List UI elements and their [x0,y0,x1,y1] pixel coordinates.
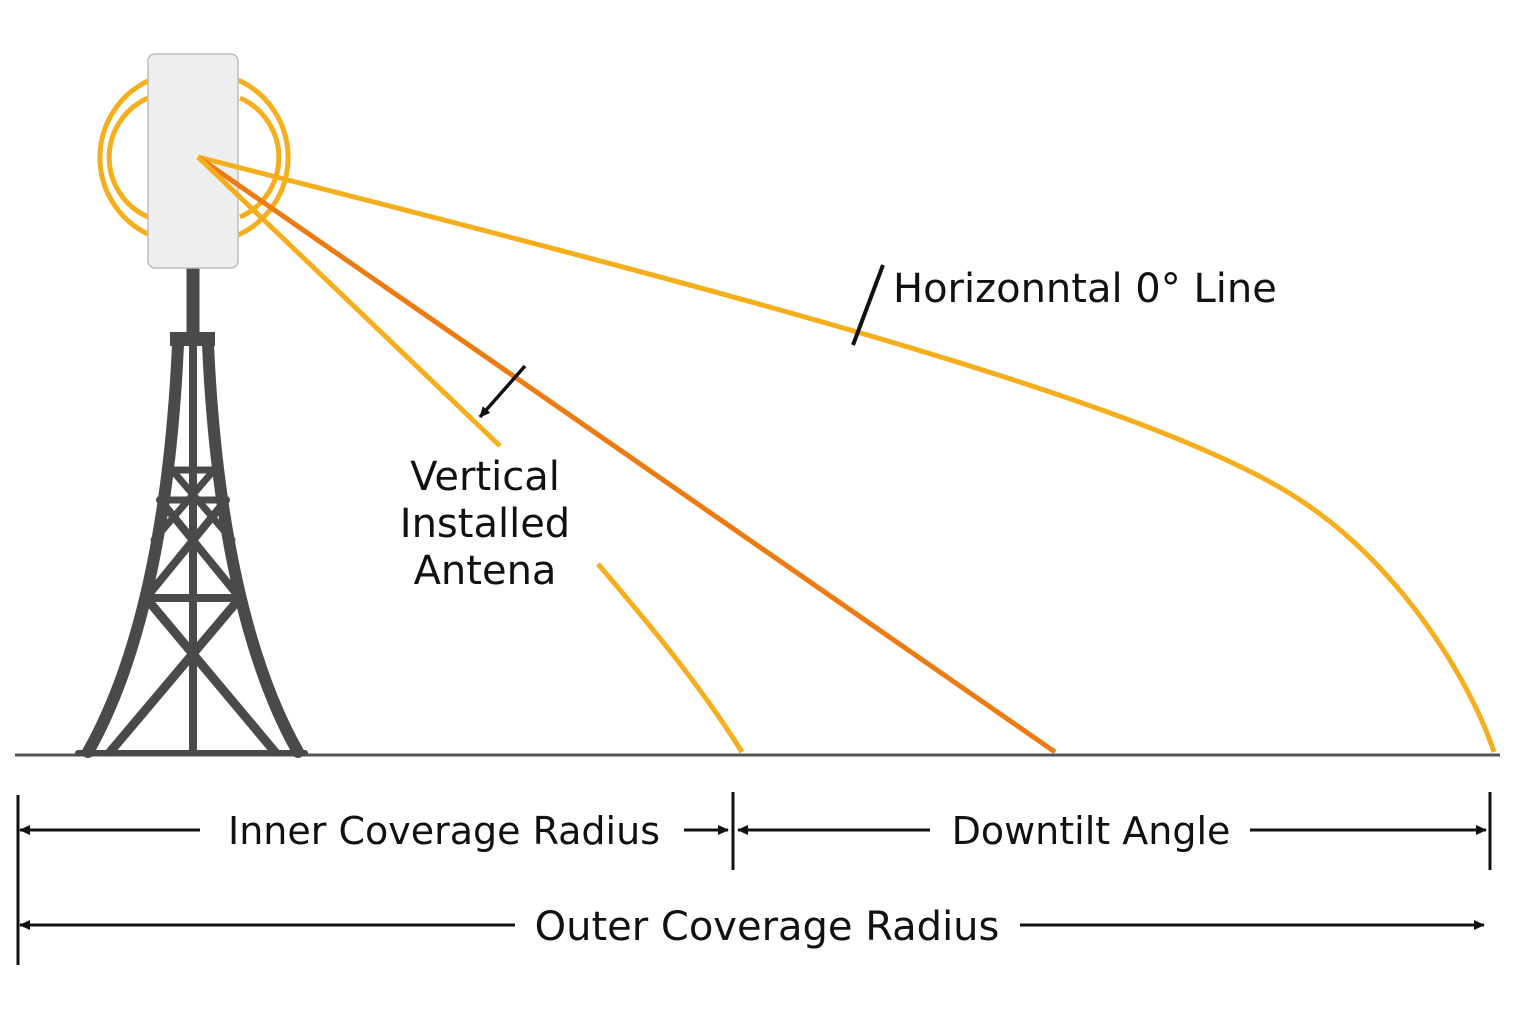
lower-beam-lower-segment [596,562,745,754]
inner-radius-label: Inner Coverage Radius [228,809,660,853]
lower-beam-upper-segment [196,155,502,448]
downtilt-label: Downtilt Angle [952,809,1231,853]
antenna-label-pointer [478,364,527,419]
antenna-label-line-1: Vertical [410,454,560,500]
horizontal-beam [197,154,1497,753]
outer-radius-label: Outer Coverage Radius [535,904,1000,950]
antenna-label-line-3: Antena [414,548,557,594]
horizontal-line-pointer [851,264,885,346]
panel-antenna-icon [147,53,239,269]
lattice-tower-icon [75,261,308,758]
horizontal-line-label: Horizonntal 0° Line [893,266,1277,312]
dimension-ticks [16,792,1492,965]
antenna-label-line-2: Installed [400,501,570,547]
center-beam [196,154,1057,755]
